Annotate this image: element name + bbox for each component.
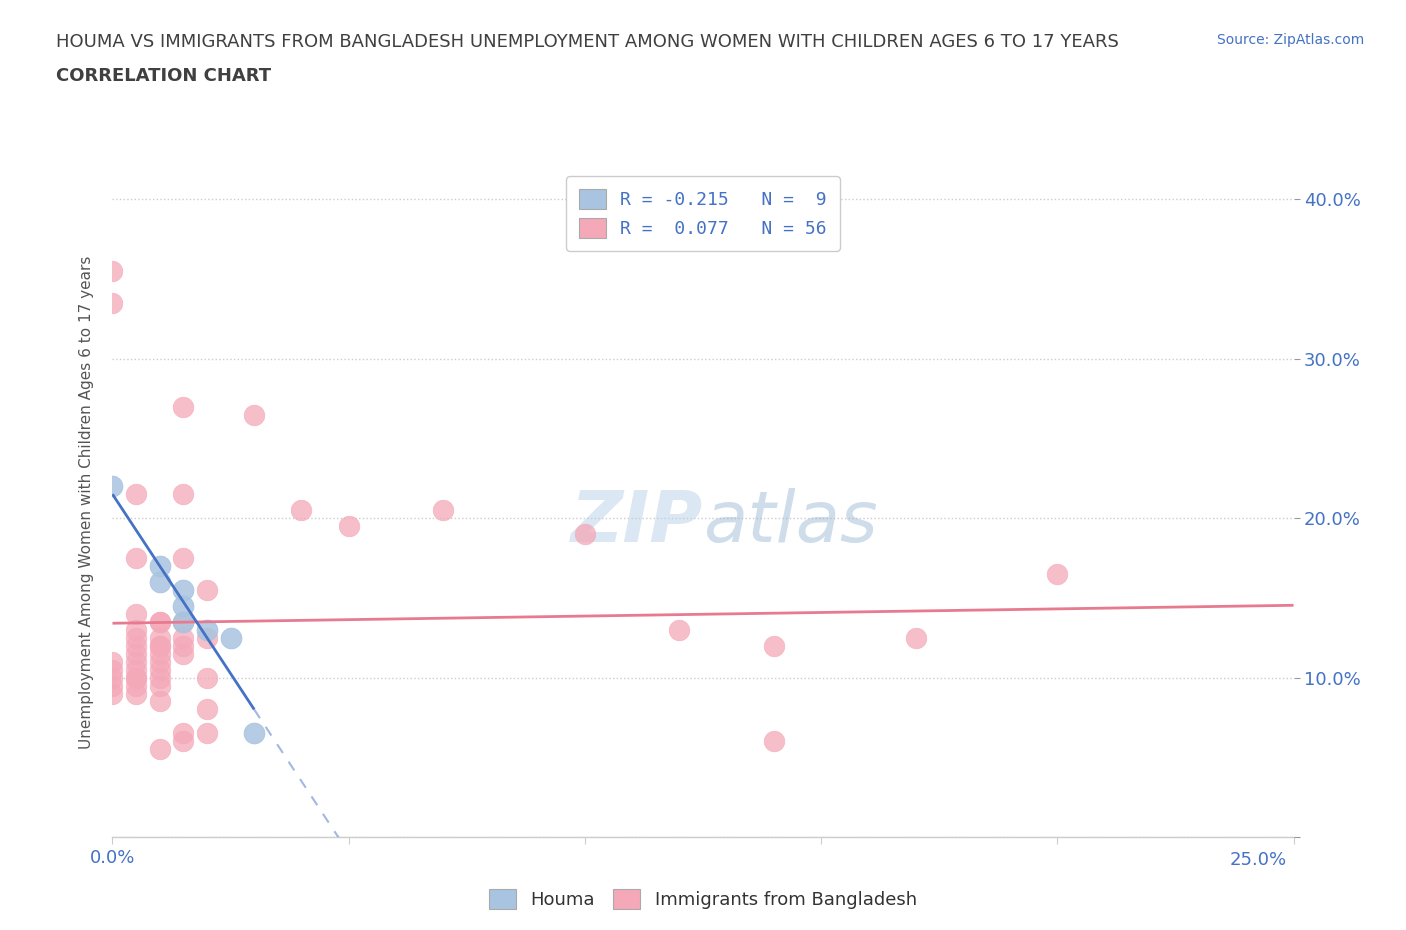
Point <box>195 702 218 717</box>
Point <box>149 662 172 677</box>
Point <box>172 615 194 630</box>
Point <box>195 671 218 685</box>
Point <box>195 582 218 597</box>
Point <box>125 638 148 653</box>
Point <box>149 559 172 574</box>
Point <box>101 662 124 677</box>
Point <box>149 615 172 630</box>
Point <box>172 399 194 414</box>
Point <box>101 479 124 494</box>
Point <box>101 678 124 693</box>
Point <box>125 606 148 621</box>
Point <box>125 662 148 677</box>
Text: Source: ZipAtlas.com: Source: ZipAtlas.com <box>1216 33 1364 46</box>
Point <box>149 654 172 669</box>
Point <box>101 263 124 278</box>
Point <box>125 551 148 565</box>
Text: 25.0%: 25.0% <box>1229 851 1286 870</box>
Text: atlas: atlas <box>703 488 877 557</box>
Point <box>243 726 266 741</box>
Point <box>125 654 148 669</box>
Point <box>172 734 194 749</box>
Point <box>337 519 360 534</box>
Text: CORRELATION CHART: CORRELATION CHART <box>56 67 271 85</box>
Point <box>125 671 148 685</box>
Point <box>195 631 218 645</box>
Point <box>172 631 194 645</box>
Point <box>668 622 690 637</box>
Point <box>219 631 242 645</box>
Point <box>125 686 148 701</box>
Legend: R = -0.215   N =  9, R =  0.077   N = 56: R = -0.215 N = 9, R = 0.077 N = 56 <box>567 177 839 250</box>
Point <box>149 615 172 630</box>
Point <box>290 503 312 518</box>
Point <box>172 551 194 565</box>
Point <box>172 726 194 741</box>
Point <box>195 726 218 741</box>
Text: ZIP: ZIP <box>571 488 703 557</box>
Point <box>149 694 172 709</box>
Point <box>172 615 194 630</box>
Point <box>125 646 148 661</box>
Point <box>172 646 194 661</box>
Point <box>125 631 148 645</box>
Point <box>172 582 194 597</box>
Point <box>149 638 172 653</box>
Point <box>125 671 148 685</box>
Text: HOUMA VS IMMIGRANTS FROM BANGLADESH UNEMPLOYMENT AMONG WOMEN WITH CHILDREN AGES : HOUMA VS IMMIGRANTS FROM BANGLADESH UNEM… <box>56 33 1119 50</box>
Point <box>101 654 124 669</box>
Point <box>574 526 596 541</box>
Point <box>149 678 172 693</box>
Point <box>149 575 172 590</box>
Point <box>149 742 172 757</box>
Point <box>101 671 124 685</box>
Point <box>243 407 266 422</box>
Point <box>149 631 172 645</box>
Point <box>172 486 194 501</box>
Point <box>762 734 785 749</box>
Legend: Houma, Immigrants from Bangladesh: Houma, Immigrants from Bangladesh <box>482 882 924 916</box>
Point <box>101 296 124 311</box>
Point <box>172 638 194 653</box>
Point <box>125 678 148 693</box>
Point <box>125 622 148 637</box>
Point <box>1046 566 1069 581</box>
Point <box>149 671 172 685</box>
Point <box>432 503 454 518</box>
Point <box>149 646 172 661</box>
Point <box>904 631 927 645</box>
Point <box>149 638 172 653</box>
Y-axis label: Unemployment Among Women with Children Ages 6 to 17 years: Unemployment Among Women with Children A… <box>79 256 94 749</box>
Point <box>172 598 194 613</box>
Point <box>101 686 124 701</box>
Point <box>195 622 218 637</box>
Point <box>762 638 785 653</box>
Point <box>125 486 148 501</box>
